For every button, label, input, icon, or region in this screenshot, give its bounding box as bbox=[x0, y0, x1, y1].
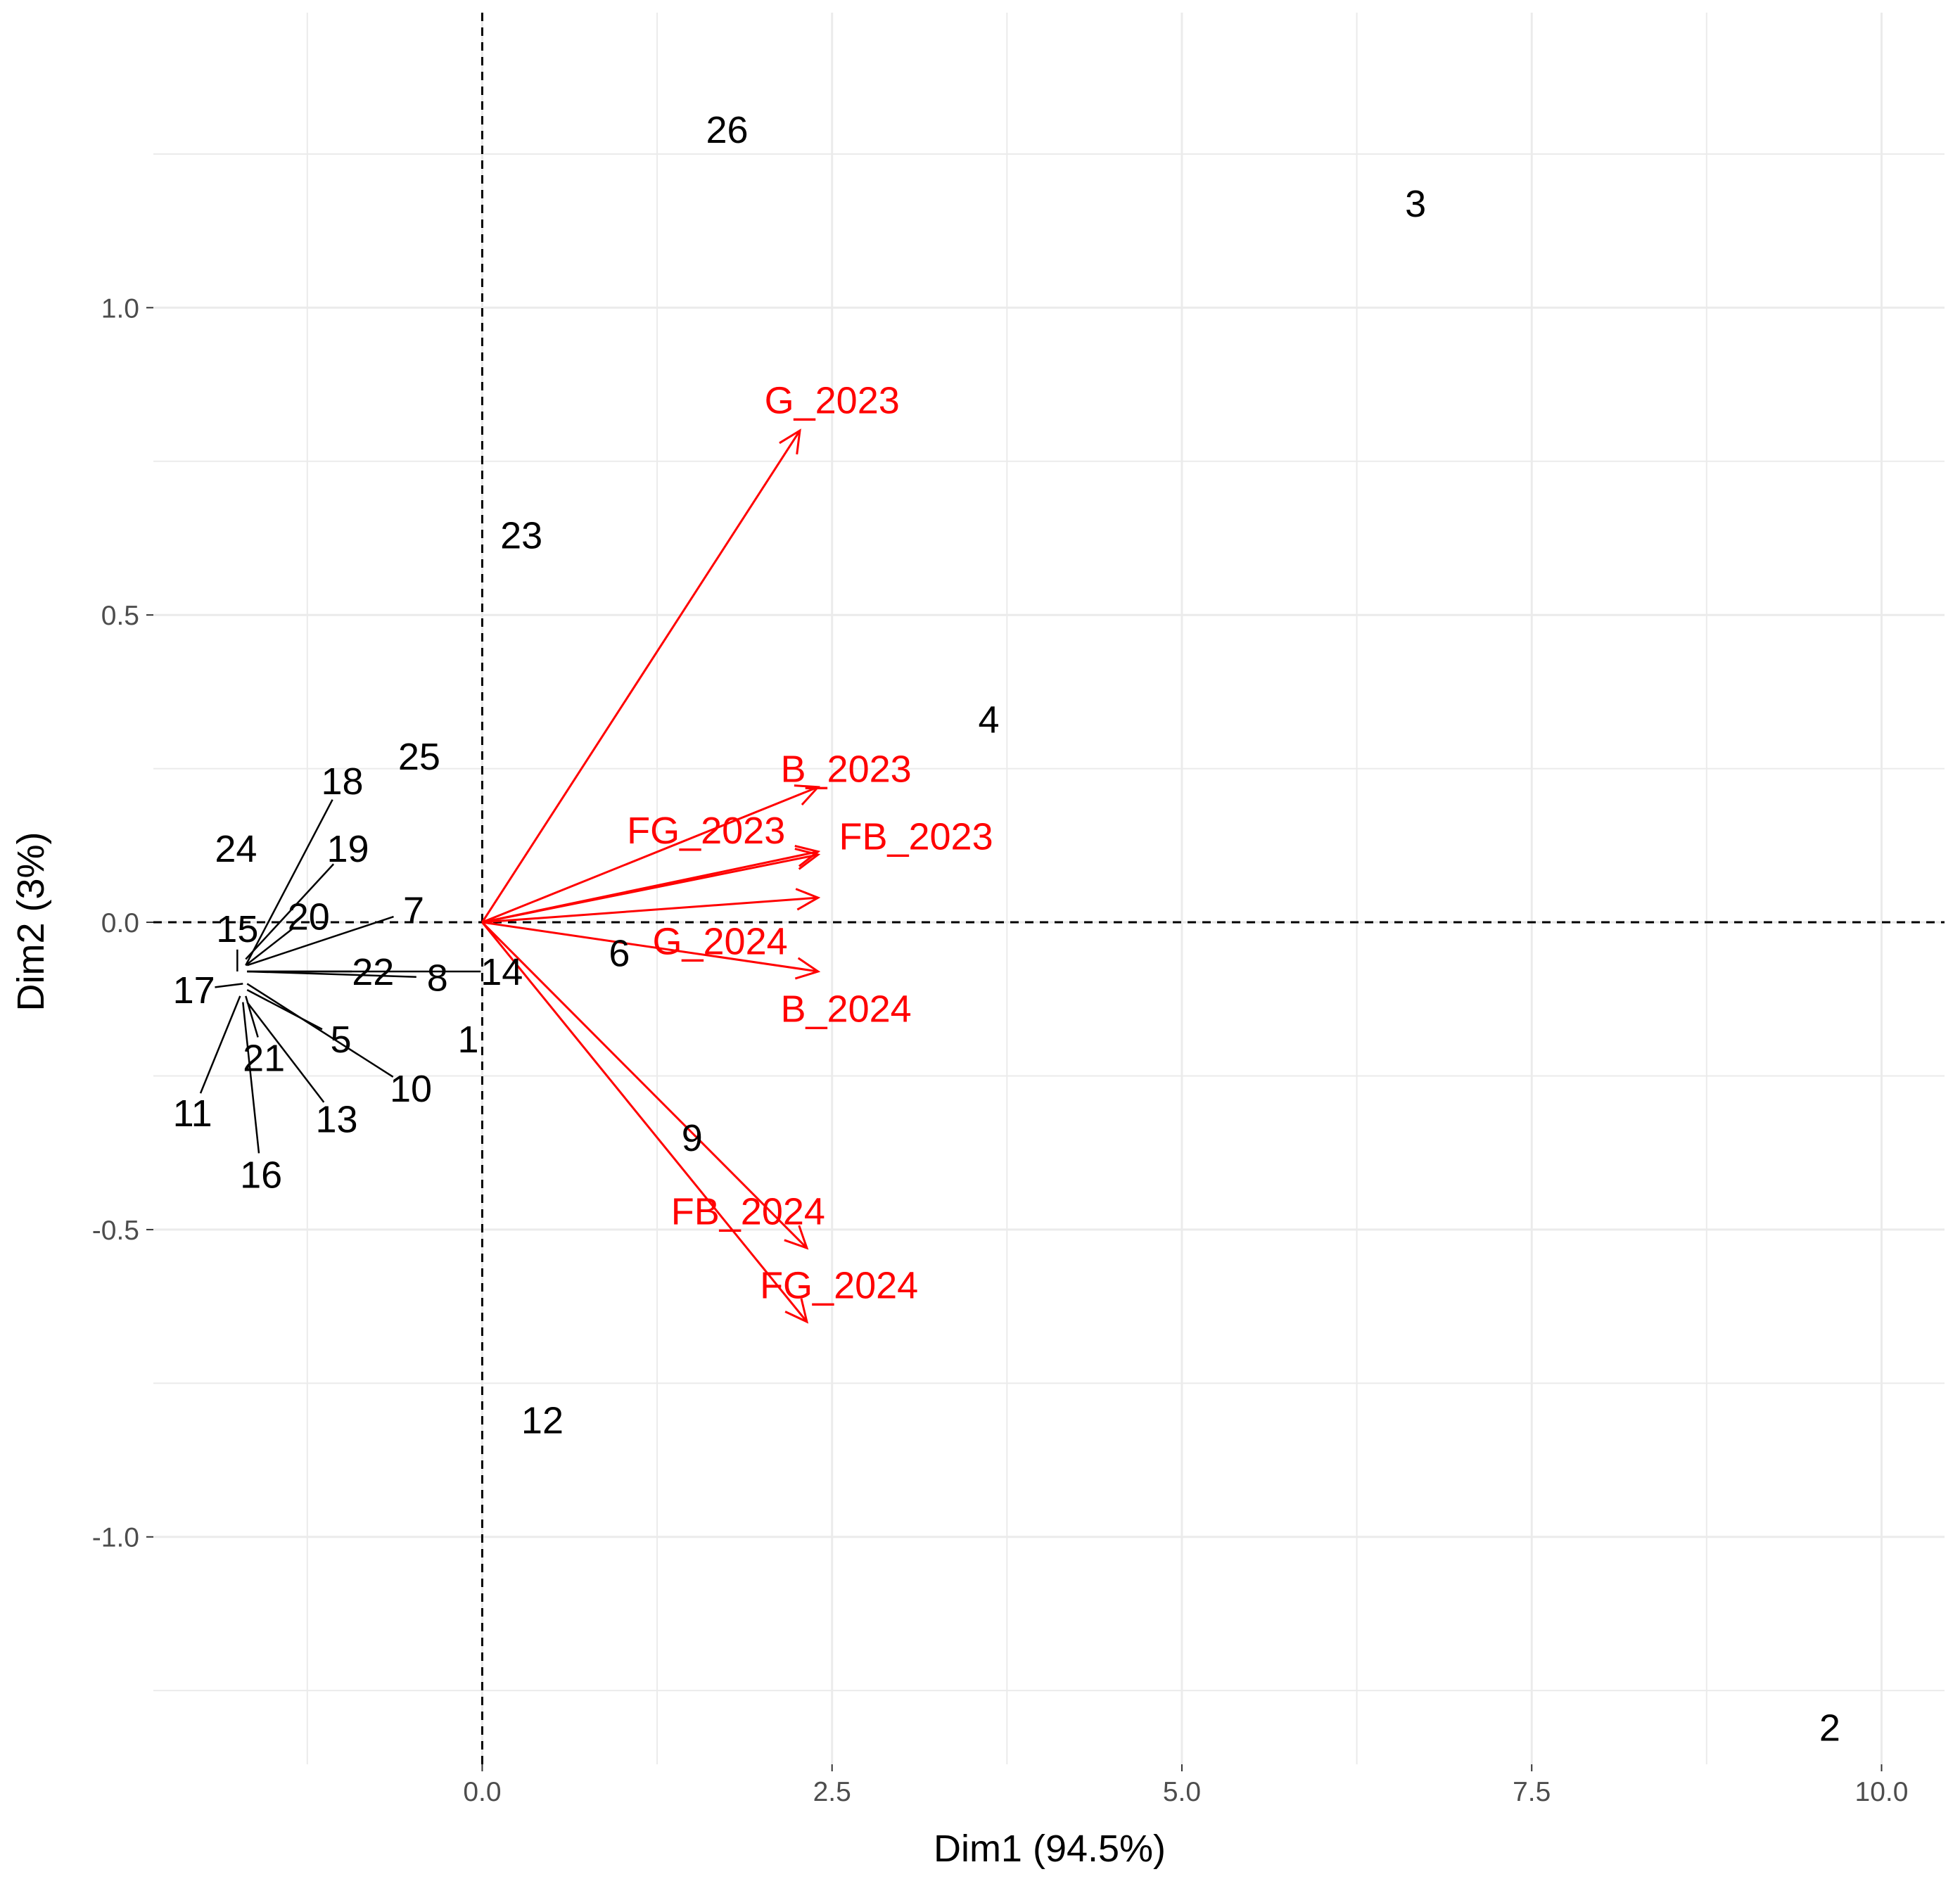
variable-arrowhead bbox=[795, 888, 821, 911]
variable-label: FB_2023 bbox=[839, 816, 993, 858]
variable-arrowhead bbox=[794, 784, 821, 805]
observation-label: 16 bbox=[240, 1154, 282, 1196]
variable-arrow bbox=[481, 921, 808, 1249]
observation-label: 20 bbox=[288, 896, 330, 938]
y-tick-label: -0.5 bbox=[92, 1216, 139, 1246]
variable-label: FG_2023 bbox=[627, 810, 785, 852]
variable-label: B_2024 bbox=[780, 988, 911, 1030]
observation-label: 18 bbox=[321, 760, 363, 803]
label-connector bbox=[245, 928, 293, 967]
observation-label: 3 bbox=[1405, 183, 1426, 225]
x-tick-label: 2.5 bbox=[813, 1777, 851, 1807]
x-axis-title: Dim1 (94.5%) bbox=[934, 1828, 1166, 1870]
observation-label: 14 bbox=[481, 951, 523, 993]
x-tick-label: 7.5 bbox=[1513, 1777, 1551, 1807]
variable-arrows bbox=[481, 428, 821, 1324]
variable-arrow bbox=[481, 786, 819, 924]
variable-arrow bbox=[481, 430, 801, 923]
reference-lines bbox=[153, 13, 1945, 1764]
variable-label: G_2023 bbox=[765, 379, 900, 421]
observation-labels: 1234567891011121314151617181920212223242… bbox=[173, 109, 1840, 1750]
y-tick-label: -1.0 bbox=[92, 1523, 139, 1553]
observation-label: 21 bbox=[243, 1037, 285, 1079]
variable-arrow bbox=[481, 922, 808, 1323]
label-connector bbox=[246, 983, 394, 1078]
variable-arrowhead bbox=[784, 1225, 809, 1250]
x-tick-label: 0.0 bbox=[463, 1777, 501, 1807]
observation-label: 26 bbox=[706, 109, 748, 151]
label-connector bbox=[247, 970, 416, 978]
y-axis-title: Dim2 (3%) bbox=[10, 832, 52, 1011]
observation-label: 22 bbox=[352, 951, 394, 993]
y-tick-label: 0.0 bbox=[101, 908, 139, 938]
variable-arrowhead bbox=[794, 957, 821, 980]
variable-arrow bbox=[482, 921, 819, 973]
observation-label: 4 bbox=[978, 699, 999, 741]
label-connector bbox=[242, 1002, 260, 1154]
label-connector bbox=[245, 995, 259, 1038]
observation-label: 23 bbox=[500, 515, 542, 557]
y-tick-label: 0.5 bbox=[101, 601, 139, 631]
observation-label: 8 bbox=[427, 957, 448, 1000]
label-connector bbox=[199, 995, 241, 1094]
label-connectors bbox=[199, 799, 481, 1154]
label-connector bbox=[245, 863, 335, 960]
variable-arrow bbox=[482, 896, 818, 924]
observation-label: 7 bbox=[403, 890, 424, 932]
observation-label: 25 bbox=[398, 736, 440, 778]
observation-label: 24 bbox=[215, 828, 257, 870]
observation-label: 12 bbox=[521, 1400, 564, 1442]
observation-label: 2 bbox=[1819, 1707, 1840, 1750]
variable-arrow bbox=[482, 850, 819, 924]
label-connector bbox=[246, 1001, 325, 1103]
observation-label: 13 bbox=[316, 1099, 358, 1141]
observation-label: 11 bbox=[173, 1092, 212, 1135]
grid-lines bbox=[153, 13, 1945, 1764]
variable-arrowhead bbox=[794, 844, 821, 867]
label-connector bbox=[215, 983, 243, 988]
variable-labels: G_2023 B_2023 FG_2023 FB_2023 G_2024 B_2024 FB… bbox=[627, 379, 993, 1306]
label-connector bbox=[246, 915, 394, 967]
variable-arrowhead bbox=[794, 848, 821, 870]
observation-label: 6 bbox=[609, 933, 630, 975]
observation-label: 5 bbox=[331, 1019, 352, 1061]
observation-label: 15 bbox=[216, 908, 258, 950]
variable-label: B_2023 bbox=[780, 748, 911, 791]
x-tick-label: 10.0 bbox=[1855, 1777, 1909, 1807]
variable-label: G_2024 bbox=[652, 920, 787, 962]
axis-tick-labels: 0.0 2.5 5.0 7.5 10.0 1.0 0.5 0.0 -0.5 -1.0 bbox=[92, 293, 1909, 1807]
observation-label: 1 bbox=[458, 1019, 479, 1061]
observation-label: 19 bbox=[326, 828, 369, 870]
variable-label: FG_2024 bbox=[760, 1265, 918, 1307]
label-connector bbox=[245, 799, 333, 966]
variable-arrowhead bbox=[784, 1298, 809, 1324]
variable-arrowhead bbox=[779, 428, 801, 455]
observation-label: 17 bbox=[173, 969, 215, 1012]
observation-label: 9 bbox=[682, 1117, 703, 1159]
y-tick-label: 1.0 bbox=[101, 293, 139, 324]
x-tick-label: 5.0 bbox=[1163, 1777, 1201, 1807]
observation-label: 10 bbox=[390, 1068, 432, 1110]
variable-label: FB_2024 bbox=[671, 1191, 825, 1233]
